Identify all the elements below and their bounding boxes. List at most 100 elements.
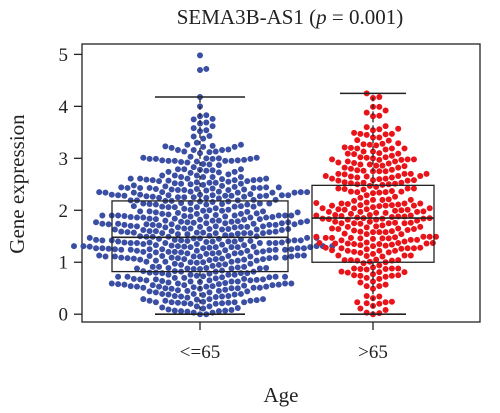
y-tick-label: 1 <box>59 253 69 274</box>
data-point <box>244 178 251 185</box>
data-point <box>363 300 370 307</box>
data-point <box>219 267 226 274</box>
data-point <box>200 305 207 312</box>
data-point <box>181 187 188 194</box>
data-point <box>379 196 386 203</box>
data-point <box>237 174 244 181</box>
data-point <box>171 180 178 187</box>
data-point <box>288 246 295 253</box>
data-point <box>219 226 226 233</box>
data-point <box>241 242 248 249</box>
data-point <box>272 273 279 280</box>
data-point <box>152 257 159 264</box>
data-point <box>272 221 279 228</box>
data-point <box>357 208 364 215</box>
data-point <box>137 256 144 263</box>
data-point <box>388 298 395 305</box>
data-point <box>344 201 351 208</box>
data-point <box>414 217 421 224</box>
data-point <box>313 233 320 240</box>
data-point <box>193 139 200 146</box>
data-point <box>344 247 351 254</box>
data-point <box>193 272 200 279</box>
data-point <box>388 130 395 137</box>
data-point <box>93 236 100 243</box>
data-point <box>241 263 248 270</box>
data-point <box>209 174 216 181</box>
data-point <box>187 188 194 195</box>
data-point <box>404 177 411 184</box>
data-point <box>370 243 376 250</box>
data-point <box>370 278 376 285</box>
data-point <box>388 188 395 195</box>
data-point <box>143 176 150 183</box>
data-point <box>212 275 219 282</box>
data-point <box>127 214 134 221</box>
data-point <box>376 103 383 110</box>
data-point <box>366 218 373 225</box>
data-point <box>304 234 311 241</box>
data-point <box>159 246 166 253</box>
data-point <box>159 203 166 210</box>
data-point <box>363 131 370 138</box>
data-point <box>297 219 304 226</box>
data-point <box>86 243 93 250</box>
data-point <box>165 192 172 199</box>
points-layer <box>71 52 439 318</box>
data-point <box>162 285 169 292</box>
data-point <box>347 210 354 217</box>
data-point <box>376 262 383 269</box>
data-point <box>260 256 266 263</box>
data-point <box>209 250 216 257</box>
data-point <box>410 225 417 232</box>
data-point <box>363 199 370 206</box>
data-point <box>376 189 383 196</box>
data-point <box>404 185 411 192</box>
data-point <box>332 218 339 225</box>
data-point <box>395 172 402 179</box>
data-point <box>395 125 402 132</box>
data-point <box>140 296 147 303</box>
data-point <box>190 284 197 291</box>
data-point <box>231 168 238 175</box>
data-point <box>392 158 399 165</box>
data-point <box>360 260 367 267</box>
data-point <box>168 242 175 249</box>
data-point <box>241 256 248 263</box>
data-point <box>152 209 159 216</box>
data-point <box>247 191 254 198</box>
data-point <box>206 179 213 186</box>
data-point <box>338 268 345 275</box>
data-point <box>228 192 235 199</box>
data-point <box>178 249 185 256</box>
data-point <box>212 179 219 186</box>
data-point <box>256 193 263 200</box>
data-point <box>275 281 282 288</box>
data-point <box>376 300 383 307</box>
data-point <box>250 184 257 191</box>
data-point <box>410 185 417 192</box>
data-point <box>253 276 260 283</box>
data-point <box>140 241 147 248</box>
data-point <box>247 260 254 267</box>
data-point <box>219 274 226 281</box>
data-point <box>108 191 115 198</box>
data-point <box>99 220 106 227</box>
data-point <box>225 178 232 185</box>
data-point <box>407 196 414 203</box>
data-point <box>184 237 191 244</box>
data-point <box>250 177 257 184</box>
data-point <box>143 277 150 284</box>
data-point <box>118 246 125 253</box>
data-point <box>152 216 159 223</box>
data-point <box>165 204 172 211</box>
data-point <box>351 151 358 158</box>
data-point <box>272 246 279 253</box>
data-point <box>212 256 219 263</box>
data-point <box>140 214 147 221</box>
data-point <box>282 246 289 253</box>
data-point <box>206 257 213 264</box>
data-point <box>313 212 320 219</box>
data-point <box>351 272 358 279</box>
data-point <box>360 186 367 193</box>
